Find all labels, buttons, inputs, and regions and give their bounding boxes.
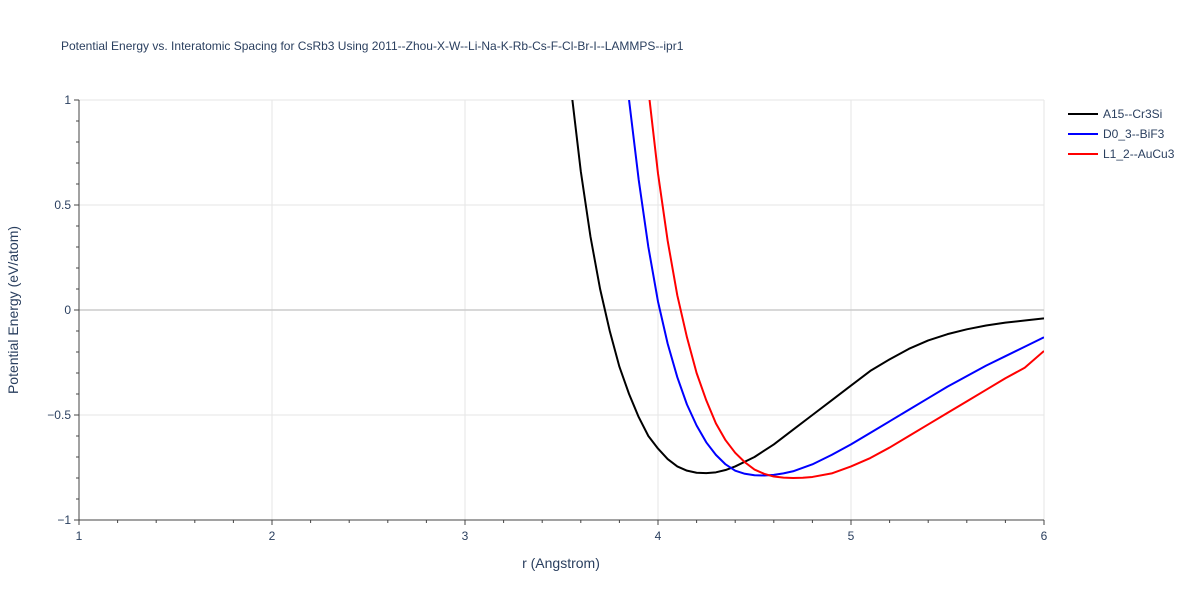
x-tick-label: 3: [462, 529, 469, 543]
axes: [74, 99, 1045, 525]
x-tick-label: 4: [655, 529, 662, 543]
y-tick-label: −1: [57, 513, 71, 527]
y-tick-labels: −1 −0.5 0 0.5 1: [47, 93, 71, 527]
x-tick-label: 5: [848, 529, 855, 543]
y-tick-label: 1: [64, 93, 71, 107]
legend-item[interactable]: A15--Cr3Si: [1068, 107, 1162, 121]
chart-title: Potential Energy vs. Interatomic Spacing…: [61, 39, 684, 53]
series-lines: [571, 100, 1044, 479]
x-axis-title: r (Angstrom): [522, 555, 600, 571]
y-axis-title: Potential Energy (eV/atom): [5, 226, 21, 394]
legend-item[interactable]: L1_2--AuCu3: [1068, 147, 1175, 161]
y-tick-label: −0.5: [47, 408, 71, 422]
x-tick-label: 6: [1041, 529, 1048, 543]
x-tick-label: 2: [269, 529, 276, 543]
legend-label: D0_3--BiF3: [1103, 127, 1165, 141]
y-tick-label: 0: [64, 303, 71, 317]
x-tick-label: 1: [76, 529, 83, 543]
series-line-1: [628, 100, 1044, 477]
legend-item[interactable]: D0_3--BiF3: [1068, 127, 1165, 141]
y-tick-label: 0.5: [54, 198, 71, 212]
legend-label: A15--Cr3Si: [1103, 107, 1162, 121]
series-line-0: [571, 100, 1044, 475]
legend-label: L1_2--AuCu3: [1103, 147, 1175, 161]
x-tick-labels: 1 2 3 4 5 6: [76, 529, 1048, 543]
legend[interactable]: A15--Cr3Si D0_3--BiF3 L1_2--AuCu3: [1068, 107, 1175, 161]
series-line-2: [648, 100, 1044, 479]
